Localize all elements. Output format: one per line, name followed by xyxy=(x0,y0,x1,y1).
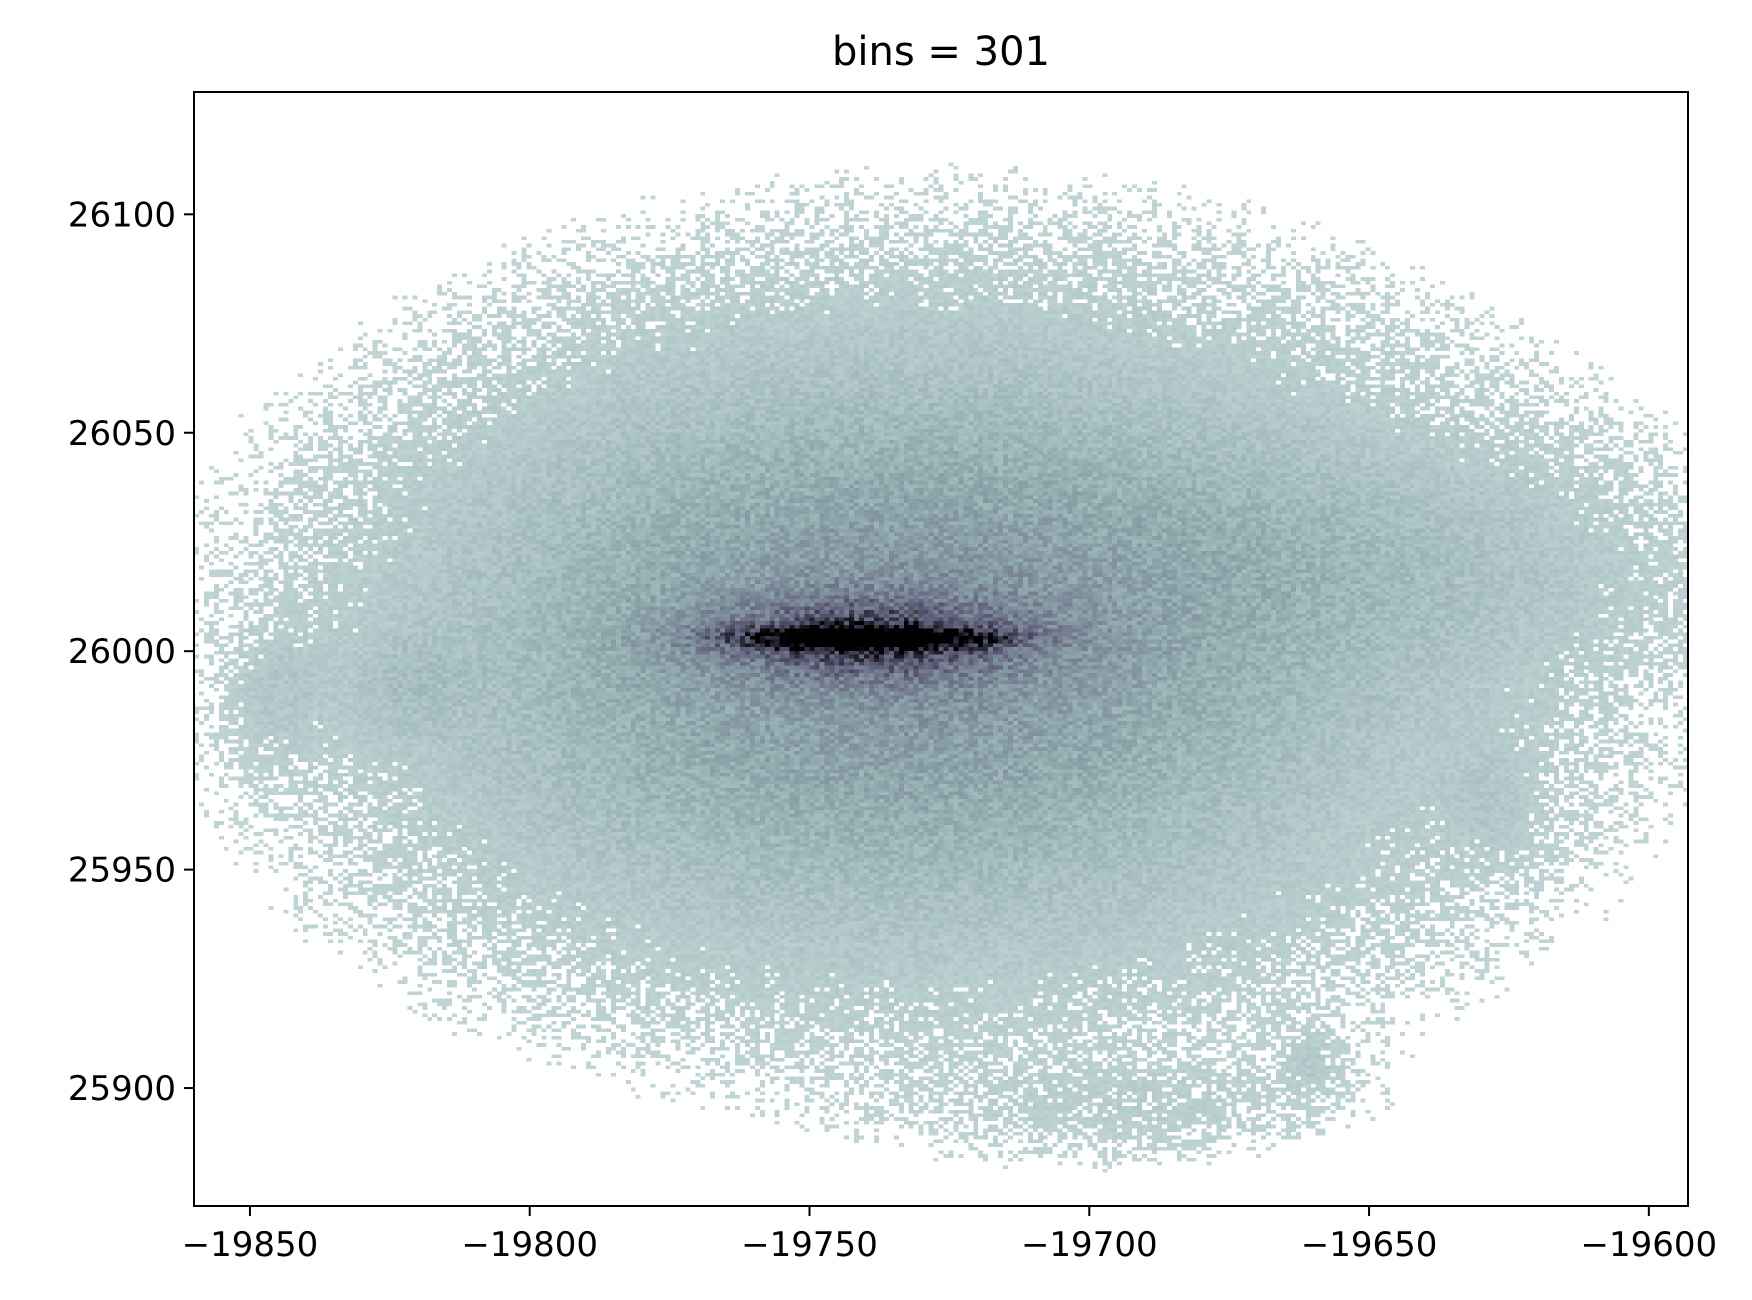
heatmap-image xyxy=(194,92,1688,1206)
x-tick-label: −19700 xyxy=(1021,1225,1158,1265)
y-axis: 25900 25950 26000 26050 26100 xyxy=(68,195,194,1109)
x-tick-label: −19800 xyxy=(461,1225,598,1265)
x-tick-label: −19750 xyxy=(741,1225,878,1265)
plot-frame xyxy=(193,91,1689,1207)
y-tick-label: 26050 xyxy=(68,414,176,454)
x-tick-label: −19850 xyxy=(182,1225,319,1265)
y-tick-label: 26000 xyxy=(68,632,176,672)
chart-title: bins = 301 xyxy=(832,29,1050,75)
y-tick-label: 25900 xyxy=(68,1069,176,1109)
x-tick-label: −19650 xyxy=(1301,1225,1438,1265)
y-tick-label: 25950 xyxy=(68,851,176,891)
y-tick-label: 26100 xyxy=(68,195,176,235)
x-tick-label: −19600 xyxy=(1581,1225,1718,1265)
x-axis: −19850 −19800 −19750 −19700 −19650 −19600 xyxy=(182,1206,1718,1265)
